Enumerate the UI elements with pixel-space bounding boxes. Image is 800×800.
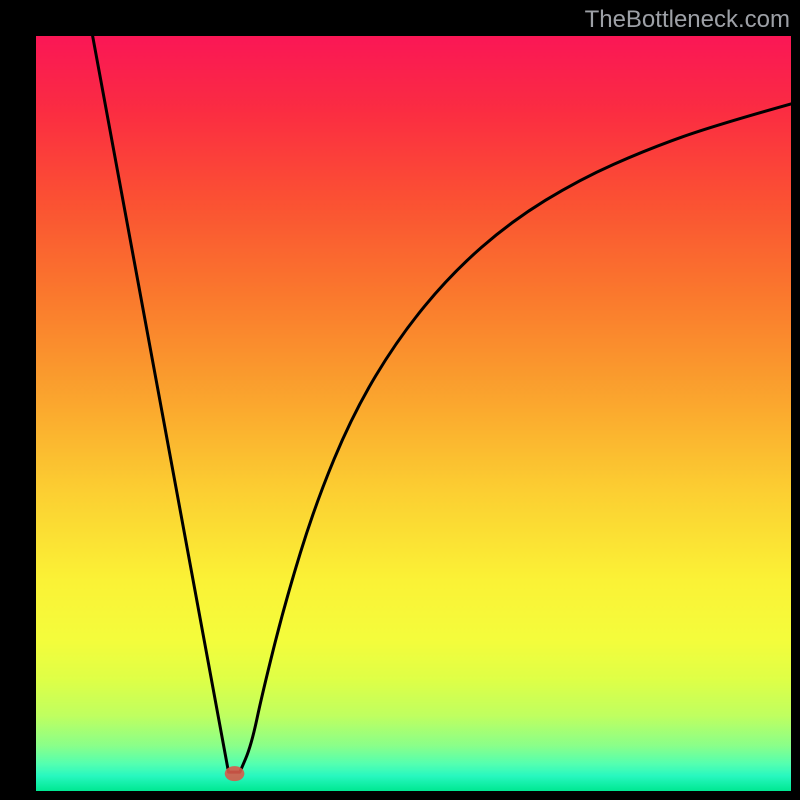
plot-area: [35, 35, 790, 790]
optimum-marker: [225, 766, 245, 781]
watermark-text: TheBottleneck.com: [585, 6, 790, 34]
chart-container: TheBottleneck.com: [0, 0, 800, 800]
chart-svg: [36, 36, 791, 791]
bottleneck-curve: [93, 36, 791, 772]
